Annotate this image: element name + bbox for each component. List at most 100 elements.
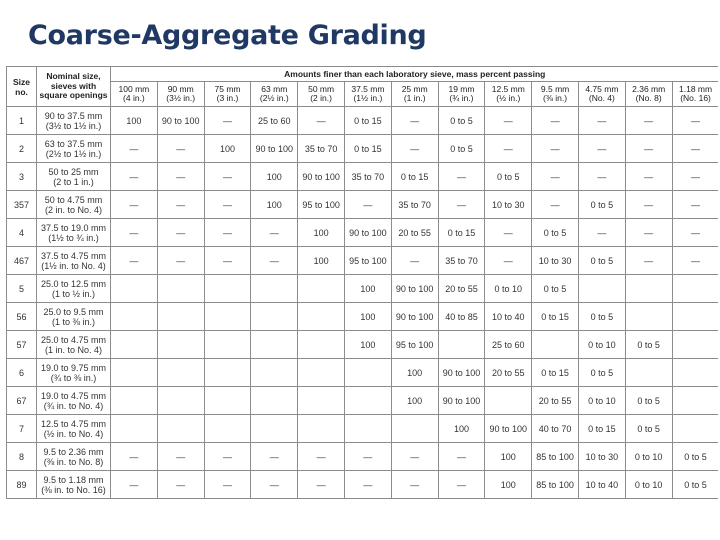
percent-passing-cell: 0 to 5	[577, 246, 626, 275]
percent-passing-cell: 0 to 15	[437, 218, 486, 247]
percent-passing-cell: 20 to 55	[531, 386, 579, 415]
percent-passing-cell: 0 to 15	[577, 414, 626, 443]
nominal-size-mm: 25.0 to 4.75 mm	[40, 334, 107, 345]
percent-passing-cell: —	[577, 218, 626, 247]
percent-passing-cell	[484, 386, 533, 415]
size-number-cell: 357	[6, 190, 37, 219]
percent-passing-cell: —	[110, 470, 158, 499]
table-row: 1 90 to 37.5 mm (3½ to 1½ in.) 100 90 to 100…	[6, 106, 718, 135]
percent-passing-cell	[343, 358, 392, 387]
nominal-size-cell: 19.0 to 4.75 mm (¾ in. to No. 4)	[36, 386, 111, 415]
sieve-size-mm: 1.18 mm	[679, 84, 713, 94]
percent-passing-cell: 0 to 10	[624, 470, 673, 499]
nominal-size-in: (3½ to 1½ in.)	[45, 120, 102, 131]
percent-passing-cell: —	[437, 442, 486, 471]
percent-passing-cell: —	[390, 246, 439, 275]
sieve-size-mm: 63 mm	[261, 84, 288, 94]
percent-passing-cell: —	[156, 246, 205, 275]
percent-passing-cell	[110, 386, 158, 415]
percent-passing-cell: 90 to 100	[484, 414, 533, 443]
percent-passing-cell	[624, 274, 673, 303]
header-row-top: Size no. Nominal size, sieves with squar…	[6, 66, 718, 107]
percent-passing-cell: 0 to 15	[343, 106, 392, 135]
percent-passing-cell: —	[297, 442, 345, 471]
percent-passing-cell: 10 to 30	[577, 442, 626, 471]
table-row: 57 25.0 to 4.75 mm (1 in. to No. 4) 100 95 t…	[6, 330, 718, 359]
percent-passing-cell: —	[110, 442, 158, 471]
percent-passing-cell: —	[624, 218, 673, 247]
nominal-size-cell: 9.5 to 1.18 mm (⅜ in. to No. 16)	[36, 470, 111, 499]
percent-passing-cell: 90 to 100	[437, 358, 486, 387]
sieve-size-mm: 37.5 mm	[351, 84, 385, 94]
percent-passing-cell: —	[250, 218, 299, 247]
sieve-header: 50 mm (2 in.)	[297, 81, 345, 107]
nominal-size-cell: 25.0 to 9.5 mm (1 to ⅜ in.)	[36, 302, 111, 331]
table-row: 3 50 to 25 mm (2 to 1 in.) — — —100 90 to 100 3…	[6, 162, 718, 191]
percent-passing-cell	[110, 274, 158, 303]
sieve-header: 63 mm (2½ in.)	[250, 81, 299, 107]
percent-passing-cell: —	[437, 470, 486, 499]
percent-passing-cell: —	[203, 470, 252, 499]
nominal-size-cell: 37.5 to 4.75 mm (1½ in. to No. 4)	[36, 246, 111, 275]
percent-passing-cell: 90 to 100	[297, 162, 345, 191]
percent-passing-cell	[671, 358, 718, 387]
percent-passing-cell: —	[156, 218, 205, 247]
percent-passing-cell: 100	[343, 302, 392, 331]
percent-passing-cell: —	[250, 442, 299, 471]
percent-passing-cell	[390, 414, 439, 443]
percent-passing-cell	[531, 330, 579, 359]
nominal-size-cell: 9.5 to 2.36 mm (⅜ in. to No. 8)	[36, 442, 111, 471]
percent-passing-cell: 20 to 55	[484, 358, 533, 387]
percent-passing-cell	[671, 386, 718, 415]
percent-passing-cell	[297, 302, 345, 331]
nominal-size-mm: 25.0 to 12.5 mm	[40, 278, 107, 289]
sieve-size-mm: 4.75 mm	[585, 84, 619, 94]
nominal-size-mm: 37.5 to 19.0 mm	[40, 222, 107, 233]
percent-passing-cell: 0 to 15	[531, 302, 579, 331]
percent-passing-cell: 20 to 55	[437, 274, 486, 303]
percent-passing-cell: —	[156, 190, 205, 219]
percent-passing-cell: 0 to 5	[671, 470, 718, 499]
sieve-header-row: 100 mm (4 in.) 90 mm (3½ in.) 75 mm (3 in.) 63…	[7, 81, 718, 107]
percent-passing-cell: 100	[250, 162, 299, 191]
percent-passing-cell: —	[577, 162, 626, 191]
percent-passing-cell: 0 to 5	[671, 442, 718, 471]
percent-passing-cell: 90 to 100	[156, 106, 205, 135]
percent-passing-cell: 0 to 15	[390, 162, 439, 191]
percent-passing-cell: —	[671, 246, 718, 275]
nominal-size-header: Nominal size, sieves with square opening…	[36, 66, 111, 107]
percent-passing-cell: 0 to 10	[577, 386, 626, 415]
percent-passing-cell: —	[671, 190, 718, 219]
percent-passing-cell	[203, 358, 252, 387]
percent-passing-cell	[671, 330, 718, 359]
percent-passing-cell: 0 to 5	[624, 414, 673, 443]
percent-passing-cell: 100	[484, 442, 533, 471]
percent-passing-cell: —	[343, 442, 392, 471]
sieve-header: 2.36 mm (No. 8)	[624, 81, 673, 107]
percent-passing-cell	[156, 274, 205, 303]
size-number-cell: 4	[6, 218, 37, 247]
sieve-header: 75 mm (3 in.)	[203, 81, 252, 107]
percent-passing-cell	[110, 358, 158, 387]
sieve-header: 100 mm (4 in.)	[110, 81, 158, 107]
percent-passing-cell: —	[484, 246, 533, 275]
percent-passing-cell: 0 to 5	[531, 218, 579, 247]
percent-passing-cell: 10 to 40	[577, 470, 626, 499]
percent-passing-cell	[250, 358, 299, 387]
percent-passing-cell: —	[110, 134, 158, 163]
size-number-cell: 8	[6, 442, 37, 471]
percent-passing-cell: 95 to 100	[343, 246, 392, 275]
sieve-size-in: (No. 8)	[635, 93, 662, 103]
sieve-header: 12.5 mm (½ in.)	[484, 81, 533, 107]
size-number-cell: 56	[6, 302, 37, 331]
percent-passing-cell	[203, 274, 252, 303]
percent-passing-cell	[110, 302, 158, 331]
nominal-size-in: (¾ in. to No. 4)	[43, 400, 104, 411]
percent-passing-cell: —	[624, 162, 673, 191]
size-number-cell: 467	[6, 246, 37, 275]
percent-passing-cell: 0 to 15	[531, 358, 579, 387]
nominal-size-mm: 90 to 37.5 mm	[44, 110, 103, 121]
grading-table-container: Size no. Nominal size, sieves with squar…	[6, 66, 718, 502]
nominal-size-in: (½ in. to No. 4)	[43, 428, 104, 439]
percent-passing-cell: 100	[343, 330, 392, 359]
